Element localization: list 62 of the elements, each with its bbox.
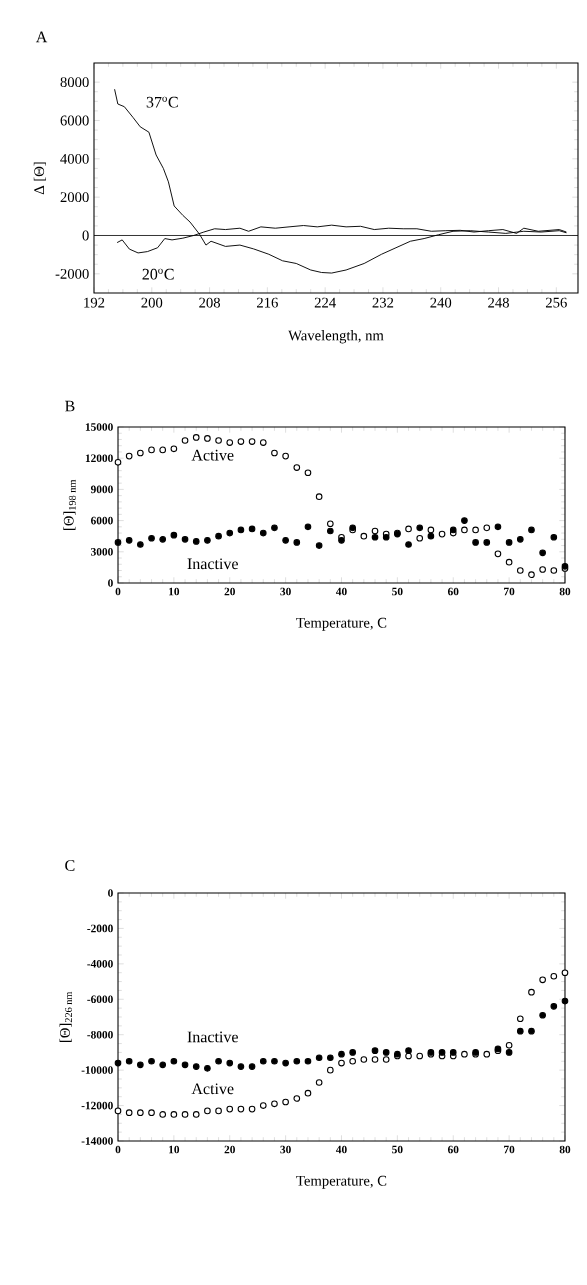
x-tick-label: 10	[169, 1145, 180, 1154]
chart-title: B	[65, 400, 75, 412]
y-tick-label: -12000	[81, 1101, 113, 1110]
x-tick-label: 224	[314, 297, 336, 308]
series-label: Inactive	[187, 1031, 238, 1043]
y-tick-label: 4000	[60, 153, 89, 164]
x-tick-label: 70	[504, 1145, 515, 1154]
y-tick-label: 6000	[60, 115, 89, 126]
y-tick-label: 8000	[60, 77, 89, 88]
x-tick-label: 208	[199, 297, 221, 308]
chart-title: A	[35, 31, 48, 43]
y-tick-label: 3000	[91, 547, 113, 556]
x-tick-label: 192	[84, 297, 105, 308]
x-tick-label: 240	[430, 297, 452, 308]
y-axis-title: [Θ]$_{226 nm}$	[59, 991, 73, 1042]
series-label: 20$^{o}$C	[142, 268, 174, 280]
x-tick-label: 256	[545, 297, 567, 308]
x-tick-label: 40	[335, 1145, 347, 1154]
x-axis-title: Wavelength, nm	[288, 330, 384, 344]
x-tick-label: 20	[224, 1145, 235, 1154]
y-tick-label: 9000	[90, 485, 113, 494]
y-tick-label: -4000	[87, 960, 113, 968]
x-tick-label: 80	[559, 587, 571, 596]
y-tick-label: -2000	[55, 268, 89, 279]
x-tick-label: 70	[504, 587, 515, 596]
series-label: Inactive	[187, 558, 238, 570]
x-tick-label: 0	[115, 587, 121, 596]
y-axis-title: [Θ]$_{198 nm}$	[63, 479, 76, 530]
x-tick-label: 30	[280, 587, 291, 596]
x-tick-label: 50	[392, 1145, 403, 1154]
series-label: Active	[191, 1083, 234, 1095]
y-tick-label: -2000	[87, 924, 113, 933]
y-tick-label: -8000	[87, 1030, 113, 1039]
x-tick-label: 200	[141, 297, 163, 308]
x-tick-label: 0	[115, 1145, 121, 1154]
series-label: 37$^{o}$C	[146, 96, 178, 108]
y-tick-label: 15000	[85, 423, 113, 431]
y-tick-label: 0	[108, 579, 113, 587]
y-tick-label: 6000	[91, 516, 113, 525]
y-tick-label: -6000	[87, 995, 113, 1004]
x-tick-label: 10	[169, 587, 180, 596]
x-tick-label: 216	[257, 297, 278, 308]
y-tick-label: 2000	[60, 192, 89, 203]
x-tick-label: 30	[280, 1145, 291, 1154]
x-tick-label: 40	[335, 587, 347, 596]
y-tick-label: 0	[108, 889, 113, 897]
y-axis-title: Δ [Θ]	[33, 162, 46, 195]
x-axis-title: Temperature, C	[296, 1175, 387, 1189]
y-tick-label: 0	[82, 230, 89, 241]
y-tick-label: -10000	[81, 1066, 113, 1074]
x-tick-label: 50	[392, 587, 403, 596]
series-label: Active	[191, 449, 234, 461]
x-axis-title: Temperature, C	[296, 617, 387, 631]
chart-title: C	[65, 860, 75, 871]
x-tick-label: 20	[224, 587, 235, 596]
x-tick-label: 232	[372, 297, 394, 308]
x-tick-label: 60	[447, 587, 459, 596]
x-tick-label: 80	[559, 1145, 571, 1154]
y-tick-label: -14000	[81, 1137, 113, 1145]
x-tick-label: 248	[488, 297, 509, 308]
y-tick-label: 12000	[85, 454, 113, 463]
x-tick-label: 60	[447, 1145, 459, 1154]
